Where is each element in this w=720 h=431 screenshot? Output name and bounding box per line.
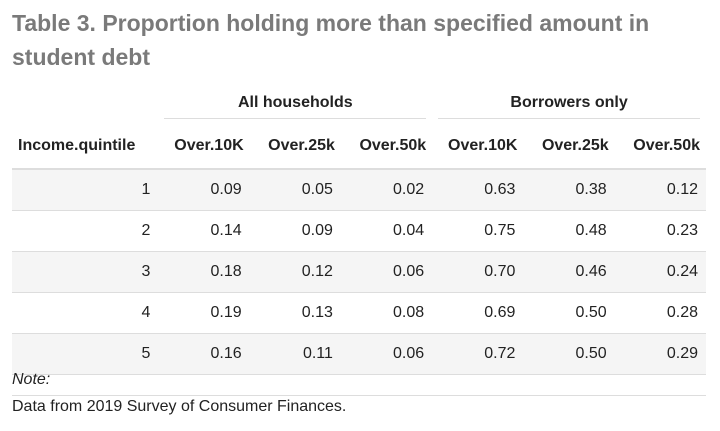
column-header-row: Income.quintile Over.10K Over.25k Over.5… xyxy=(12,124,706,170)
table-cell: 0.70 xyxy=(432,251,524,293)
table-row: 2 0.14 0.09 0.04 0.75 0.48 0.23 xyxy=(12,210,706,252)
table-cell: 0.48 xyxy=(523,210,615,252)
table-cell: 0.16 xyxy=(158,333,250,375)
column-header-over-25k: Over.25k xyxy=(249,124,341,170)
table-cell: 0.63 xyxy=(432,169,524,211)
table-cell: 5 xyxy=(12,333,159,375)
table-cell: 2 xyxy=(12,210,159,252)
spanner-all-households: All households xyxy=(158,88,432,124)
table-cell: 0.12 xyxy=(614,169,706,211)
column-header-borrowers-over-10k: Over.10K xyxy=(432,124,524,170)
table-cell: 4 xyxy=(12,292,159,334)
table-cell: 0.11 xyxy=(249,333,341,375)
table-cell: 0.29 xyxy=(614,333,706,375)
table-cell: 0.09 xyxy=(249,210,341,252)
spanner-empty xyxy=(12,88,158,124)
table-row: 5 0.16 0.11 0.06 0.72 0.50 0.29 xyxy=(12,333,706,375)
column-header-borrowers-over-25k: Over.25k xyxy=(523,124,615,170)
table-cell: 0.19 xyxy=(158,292,250,334)
table-cell: 0.04 xyxy=(340,210,433,252)
table-cell: 0.46 xyxy=(523,251,615,293)
table-cell: 0.23 xyxy=(614,210,706,252)
spanner-label: All households xyxy=(164,94,427,119)
table-cell: 0.50 xyxy=(523,292,615,334)
table-cell: 1 xyxy=(12,169,159,211)
table-cell: 0.69 xyxy=(432,292,524,334)
table-row: 4 0.19 0.13 0.08 0.69 0.50 0.28 xyxy=(12,292,706,334)
table-caption: Table 3. Proportion holding more than sp… xyxy=(12,10,650,70)
column-header-borrowers-over-50k: Over.50k xyxy=(614,124,706,170)
table-cell: 3 xyxy=(12,251,159,293)
table-cell: 0.18 xyxy=(158,251,250,293)
table-cell: 0.08 xyxy=(340,292,433,334)
spanner-label: Borrowers only xyxy=(438,94,700,119)
table-cell: 0.28 xyxy=(614,292,706,334)
note-label: Note: xyxy=(12,371,51,388)
table-cell: 0.12 xyxy=(249,251,341,293)
column-header-over-50k: Over.50k xyxy=(340,124,433,170)
table-cell: 0.72 xyxy=(432,333,524,375)
table-cell: 0.06 xyxy=(340,333,433,375)
note-text: Data from 2019 Survey of Consumer Financ… xyxy=(12,398,347,415)
column-header-over-10k: Over.10K xyxy=(158,124,250,170)
table-cell: 0.05 xyxy=(249,169,341,211)
table-cell: 0.50 xyxy=(523,333,615,375)
column-header-income-quintile: Income.quintile xyxy=(12,124,159,170)
table-cell: 0.02 xyxy=(340,169,433,211)
column-spanner-row: All households Borrowers only xyxy=(12,88,706,124)
student-debt-table: All households Borrowers only Income.qui… xyxy=(12,88,706,375)
table-cell: 0.14 xyxy=(158,210,250,252)
table-cell: 0.09 xyxy=(158,169,250,211)
table-cell: 0.38 xyxy=(523,169,615,211)
table-cell: 0.24 xyxy=(614,251,706,293)
note-divider xyxy=(12,395,706,396)
table-cell: 0.13 xyxy=(249,292,341,334)
table-cell: 0.06 xyxy=(340,251,433,293)
table-cell: 0.75 xyxy=(432,210,524,252)
table-row: 1 0.09 0.05 0.02 0.63 0.38 0.12 xyxy=(12,169,706,211)
table-row: 3 0.18 0.12 0.06 0.70 0.46 0.24 xyxy=(12,251,706,293)
spanner-borrowers-only: Borrowers only xyxy=(432,88,706,124)
